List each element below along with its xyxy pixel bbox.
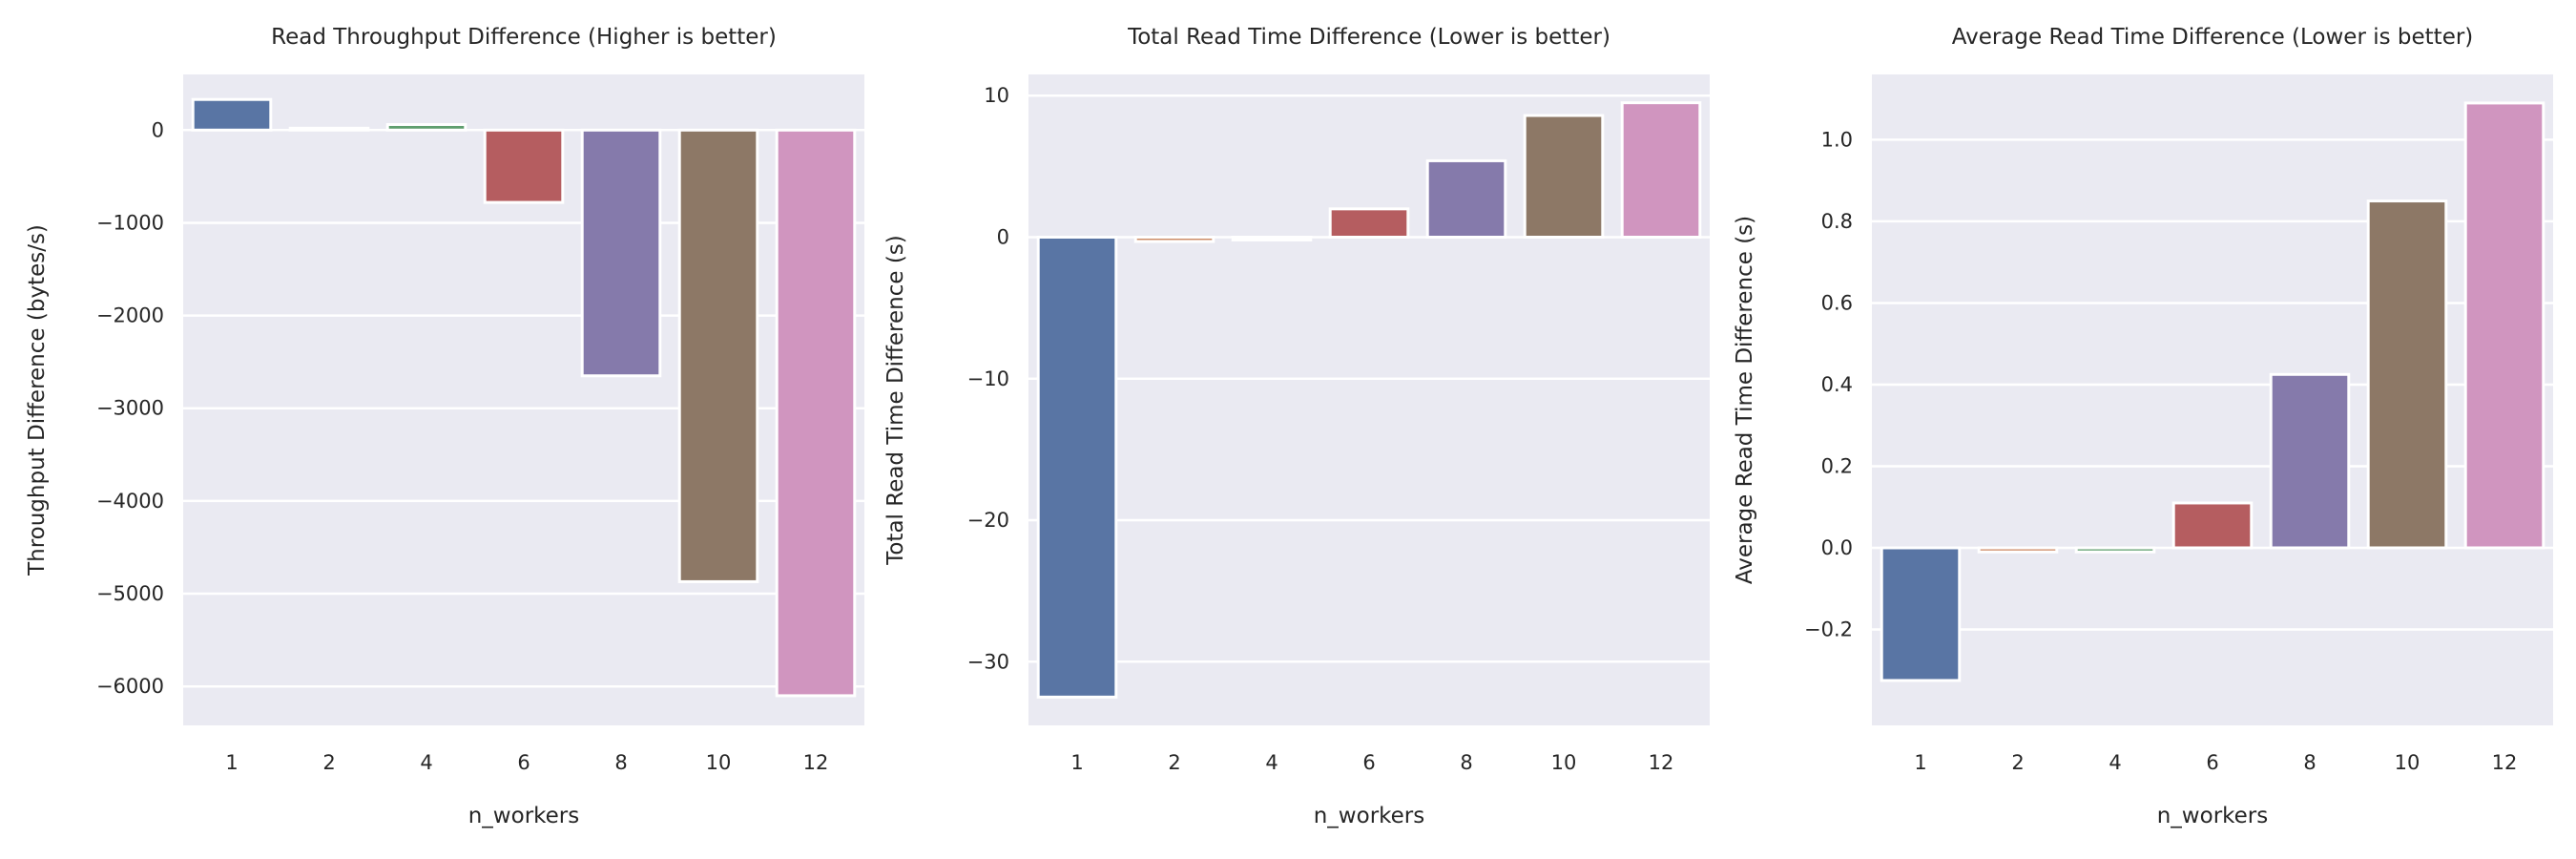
bar-12 xyxy=(1620,101,1702,239)
x-tick-label: 4 xyxy=(420,751,432,774)
bar-10 xyxy=(2366,199,2448,550)
x-tick-label: 2 xyxy=(1168,751,1180,774)
bar-12 xyxy=(775,128,857,698)
bar-1 xyxy=(191,97,273,132)
y-tick-label: 10 xyxy=(984,84,1009,107)
bar-2 xyxy=(288,126,370,132)
x-tick-label: 10 xyxy=(1551,751,1577,774)
y-tick-label: −10 xyxy=(967,367,1009,390)
bar-1 xyxy=(1036,236,1118,699)
x-tick-label: 6 xyxy=(2206,751,2218,774)
x-tick-label: 4 xyxy=(2109,751,2121,774)
bar-2 xyxy=(1977,546,2059,554)
y-tick-label: −4000 xyxy=(96,490,164,513)
chart-title: Total Read Time Difference (Lower is bet… xyxy=(1127,25,1610,50)
y-tick-label: 0.6 xyxy=(1821,291,1853,314)
x-tick-label: 12 xyxy=(803,751,829,774)
y-tick-label: 0.8 xyxy=(1821,210,1853,233)
y-tick-label: −0.2 xyxy=(1804,618,1853,641)
x-tick-label: 2 xyxy=(2011,751,2024,774)
bar-2 xyxy=(1133,236,1215,243)
x-tick-label: 8 xyxy=(1460,751,1472,774)
x-axis-label: n_workers xyxy=(468,804,580,828)
chart-title: Read Throughput Difference (Higher is be… xyxy=(271,25,777,50)
y-tick-label: −3000 xyxy=(96,397,164,420)
y-tick-label: 0 xyxy=(997,226,1009,249)
y-tick-label: 1.0 xyxy=(1821,128,1853,151)
y-tick-label: 0 xyxy=(152,118,164,141)
bar-1 xyxy=(1880,546,1962,682)
bar-4 xyxy=(385,122,467,132)
y-tick-label: −6000 xyxy=(96,675,164,698)
y-axis-label: Throughput Difference (bytes/s) xyxy=(25,224,50,576)
x-tick-label: 2 xyxy=(322,751,335,774)
x-tick-label: 6 xyxy=(517,751,530,774)
bar-10 xyxy=(677,128,759,583)
y-tick-label: −1000 xyxy=(96,211,164,234)
x-tick-label: 1 xyxy=(1914,751,1926,774)
bar-4 xyxy=(1231,236,1313,241)
bar-10 xyxy=(1523,114,1605,239)
x-tick-label: 6 xyxy=(1362,751,1375,774)
y-axis-label: Total Read Time Difference (s) xyxy=(883,235,908,566)
x-tick-label: 12 xyxy=(1649,751,1674,774)
x-tick-label: 10 xyxy=(2395,751,2420,774)
y-tick-label: −20 xyxy=(967,509,1009,532)
x-tick-label: 8 xyxy=(2303,751,2316,774)
y-axis-label: Average Read Time Difference (s) xyxy=(1733,216,1757,584)
bar-8 xyxy=(580,128,662,378)
x-axis-label: n_workers xyxy=(2157,804,2269,828)
y-tick-label: 0.4 xyxy=(1821,373,1853,396)
x-tick-label: 1 xyxy=(225,751,238,774)
bar-6 xyxy=(2171,501,2254,550)
y-tick-label: 0.2 xyxy=(1821,454,1853,477)
bar-8 xyxy=(2269,372,2351,550)
x-tick-label: 1 xyxy=(1070,751,1083,774)
bar-6 xyxy=(1328,207,1410,239)
x-tick-label: 8 xyxy=(614,751,627,774)
bar-8 xyxy=(1425,158,1507,239)
y-tick-label: −5000 xyxy=(96,582,164,605)
y-tick-label: 0.0 xyxy=(1821,536,1853,559)
plot-area xyxy=(1872,74,2553,725)
bar-6 xyxy=(483,128,565,204)
x-tick-label: 10 xyxy=(706,751,732,774)
y-tick-label: −30 xyxy=(967,650,1009,673)
y-tick-label: −2000 xyxy=(96,304,164,327)
bar-4 xyxy=(2074,546,2156,554)
x-tick-label: 12 xyxy=(2492,751,2518,774)
chart-title: Average Read Time Difference (Lower is b… xyxy=(1952,25,2474,50)
bar-12 xyxy=(2463,101,2545,550)
x-axis-label: n_workers xyxy=(1314,804,1425,828)
plot-area xyxy=(1028,74,1710,725)
x-tick-label: 4 xyxy=(1265,751,1278,774)
